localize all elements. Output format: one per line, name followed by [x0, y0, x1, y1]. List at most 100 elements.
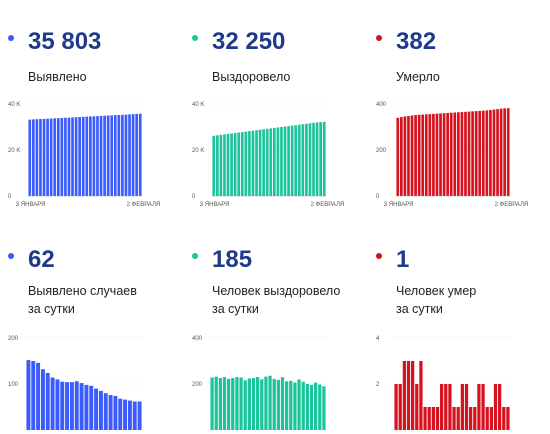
- deaths-bar: [417, 114, 421, 196]
- deaths-bar: [499, 108, 503, 196]
- daily-recovered-bar: [305, 384, 309, 430]
- daily-recovered-dot: [192, 253, 198, 259]
- deaths-bar: [471, 111, 474, 196]
- recovered-bar: [287, 126, 290, 196]
- recovered-y-tick-1: 20 K: [192, 148, 204, 154]
- confirmed-bar: [35, 119, 39, 196]
- daily-deaths-bar: [502, 407, 506, 430]
- daily-recovered-label-line-1: Человек выздоровело: [212, 284, 341, 298]
- confirmed-bar: [110, 115, 114, 196]
- deaths-bar: [410, 115, 414, 196]
- deaths-bar: [481, 110, 485, 196]
- deaths-bar: [432, 113, 435, 196]
- daily-recovered-bar: [293, 382, 297, 430]
- daily-recovered-y-tick-1: 400: [192, 336, 203, 342]
- confirmed-y-tick-0: 0: [8, 194, 12, 200]
- daily-recovered-bar: [247, 378, 251, 430]
- recovered-bar: [312, 122, 315, 196]
- confirmed-bar: [42, 118, 46, 196]
- chart-recovered: 0 20 K 40 K 3 ЯНВАРЯ 2 ФЕВРАЛЯ: [192, 102, 344, 208]
- confirmed-bar: [71, 117, 74, 196]
- daily-deaths-bar: [452, 407, 456, 430]
- recovered-bar: [248, 131, 251, 196]
- recovered-bar: [308, 123, 312, 196]
- deaths-value: 382: [396, 28, 437, 55]
- confirmed-value: 35 803: [28, 28, 102, 55]
- chart-daily-recovered: 200 400: [192, 336, 326, 430]
- daily-deaths-bar: [406, 361, 411, 430]
- deaths-bar: [446, 112, 449, 196]
- daily-deaths-value: 1: [396, 246, 410, 273]
- recovered-bar: [223, 134, 226, 196]
- daily-deaths-label-line-1: Человек умер: [396, 284, 477, 298]
- confirmed-bar: [49, 118, 53, 196]
- deaths-bar: [478, 110, 482, 196]
- recovered-bar: [230, 133, 233, 196]
- daily-recovered-label-line-2: за сутки: [212, 302, 259, 316]
- deaths-label-line-1: Умерло: [396, 70, 440, 84]
- daily-recovered-bar: [301, 381, 305, 430]
- daily-deaths-bar: [506, 407, 510, 430]
- recovered-bar: [237, 132, 241, 196]
- recovered-x-tick-1: 2 ФЕВРАЛЯ: [311, 202, 345, 208]
- deaths-bar: [467, 111, 471, 196]
- daily-confirmed-y-tick-0: 100: [8, 382, 19, 388]
- daily-confirmed-bar: [40, 369, 45, 430]
- confirmed-bar: [53, 118, 57, 196]
- confirmed-bar: [46, 118, 49, 196]
- daily-deaths-bar: [489, 407, 493, 430]
- confirmed-bar: [128, 114, 131, 196]
- deaths-x-tick-0: 3 ЯНВАРЯ: [384, 202, 414, 208]
- confirmed-y-tick-1: 20 K: [8, 148, 20, 154]
- daily-recovered-y-tick-0: 200: [192, 382, 203, 388]
- daily-confirmed-bar: [55, 379, 60, 430]
- daily-deaths-bar: [485, 407, 489, 430]
- deaths-bar: [464, 111, 467, 196]
- chart-confirmed: 0 20 K 40 K 3 ЯНВАРЯ 2 ФЕВРАЛЯ: [8, 102, 160, 208]
- daily-confirmed-bar: [69, 382, 74, 430]
- confirmed-y-tick-2: 40 K: [8, 102, 20, 108]
- daily-recovered-bar: [231, 378, 235, 430]
- recovered-bar: [226, 133, 230, 196]
- confirmed-bar: [64, 117, 67, 196]
- recovered-y-tick-0: 0: [192, 194, 196, 200]
- deaths-bar: [396, 117, 400, 196]
- daily-confirmed-y-tick-1: 200: [8, 336, 19, 342]
- daily-confirmed-bar: [60, 381, 65, 430]
- daily-recovered-bar: [235, 377, 239, 430]
- daily-confirmed-bar: [108, 395, 113, 430]
- recovered-bar: [319, 122, 322, 196]
- daily-deaths-bar: [493, 384, 498, 430]
- daily-recovered-bar: [251, 378, 256, 430]
- daily-recovered-bar: [318, 384, 322, 430]
- confirmed-bar: [60, 117, 64, 196]
- daily-confirmed-bar: [113, 395, 118, 430]
- daily-confirmed-bar: [127, 400, 132, 430]
- daily-deaths-bar: [498, 384, 502, 430]
- daily-confirmed-bar: [65, 382, 70, 430]
- recovered-bar: [305, 123, 308, 196]
- recovered-bar: [244, 131, 248, 196]
- deaths-bar: [449, 112, 453, 196]
- recovered-y-tick-2: 40 K: [192, 102, 204, 108]
- confirmed-bar: [78, 117, 81, 196]
- chart-daily-confirmed: 100 200: [8, 336, 142, 430]
- daily-confirmed-bar: [94, 388, 99, 430]
- chart-daily-deaths: 24: [376, 336, 510, 430]
- recovered-bar: [216, 135, 219, 196]
- daily-confirmed-bar: [89, 385, 94, 430]
- recovered-bar: [315, 122, 319, 196]
- daily-recovered-bar: [272, 378, 276, 430]
- daily-recovered-bar: [309, 384, 314, 430]
- recovered-bar: [212, 135, 216, 196]
- deaths-x-tick-1: 2 ФЕВРАЛЯ: [495, 202, 529, 208]
- daily-deaths-bar: [440, 384, 444, 430]
- recovered-bar: [269, 128, 273, 196]
- daily-deaths-bar: [456, 407, 460, 430]
- daily-recovered-bar: [239, 377, 243, 430]
- confirmed-bar: [92, 116, 96, 196]
- deaths-bar: [489, 109, 492, 196]
- daily-recovered-bar: [222, 377, 227, 430]
- deaths-bar: [442, 113, 446, 196]
- deaths-y-tick-2: 400: [376, 102, 387, 108]
